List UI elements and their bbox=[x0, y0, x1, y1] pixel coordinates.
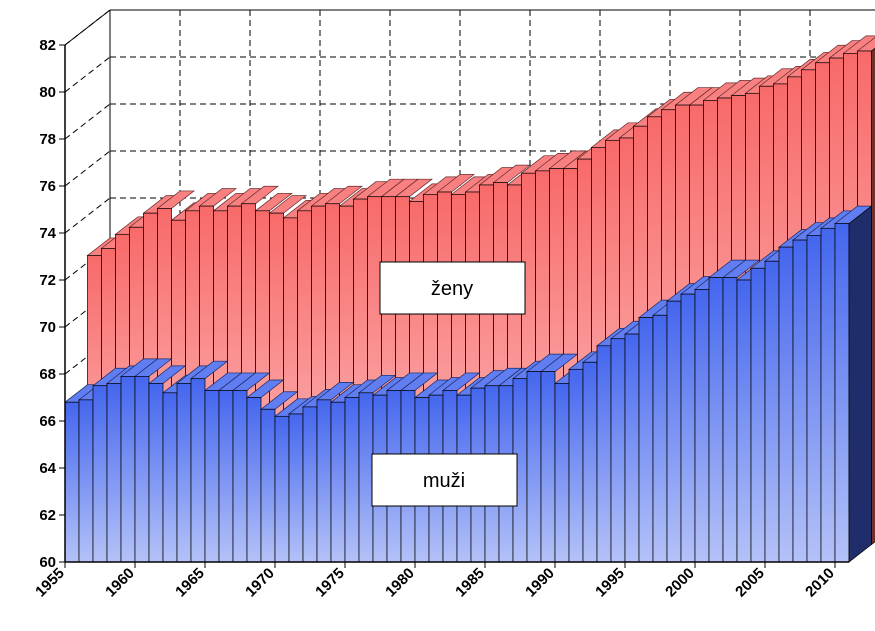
series-label: ženy bbox=[431, 278, 473, 300]
bar bbox=[345, 398, 359, 563]
x-tick-label: 1995 bbox=[592, 565, 628, 601]
y-tick-label: 66 bbox=[39, 413, 56, 430]
bar bbox=[639, 318, 653, 562]
bar bbox=[233, 390, 247, 562]
grid-line bbox=[65, 104, 110, 139]
bar bbox=[191, 379, 205, 562]
bar bbox=[303, 407, 317, 562]
bar bbox=[65, 402, 79, 562]
bar bbox=[751, 268, 765, 562]
bar bbox=[527, 372, 541, 562]
bar bbox=[555, 383, 569, 562]
y-tick-label: 64 bbox=[39, 460, 56, 477]
y-tick-label: 78 bbox=[39, 131, 56, 148]
x-tick-label: 1990 bbox=[522, 565, 558, 601]
bar bbox=[247, 398, 261, 563]
bar bbox=[93, 386, 107, 562]
bar bbox=[793, 240, 807, 562]
bar bbox=[709, 278, 723, 562]
bar bbox=[289, 414, 303, 562]
grid-line bbox=[65, 198, 110, 233]
y-tick-label: 62 bbox=[39, 507, 56, 524]
bar-side bbox=[849, 206, 872, 562]
bar bbox=[219, 390, 233, 562]
bar bbox=[275, 416, 289, 562]
bar-side bbox=[872, 34, 875, 545]
bar bbox=[681, 294, 695, 562]
bar bbox=[541, 372, 555, 562]
bar bbox=[667, 301, 681, 562]
bar bbox=[821, 228, 835, 562]
grid-line bbox=[65, 151, 110, 186]
bar bbox=[779, 247, 793, 562]
bar bbox=[163, 393, 177, 562]
y-tick-label: 80 bbox=[39, 84, 56, 101]
x-tick-label: 1960 bbox=[102, 565, 138, 601]
bar bbox=[653, 315, 667, 562]
x-tick-label: 1970 bbox=[242, 565, 278, 601]
y-tick-label: 70 bbox=[39, 319, 56, 336]
bar bbox=[149, 383, 163, 562]
y-tick-label: 76 bbox=[39, 178, 56, 195]
bar bbox=[261, 409, 275, 562]
bar bbox=[177, 383, 191, 562]
bar bbox=[583, 362, 597, 562]
bar bbox=[625, 334, 639, 562]
bar bbox=[359, 393, 373, 562]
bar bbox=[695, 289, 709, 562]
y-tick-label: 82 bbox=[39, 37, 56, 54]
y-tick-label: 74 bbox=[39, 225, 56, 242]
x-tick-label: 2005 bbox=[732, 565, 768, 601]
bar bbox=[807, 235, 821, 562]
y-tick-label: 72 bbox=[39, 272, 56, 289]
bar bbox=[835, 224, 849, 562]
bar bbox=[597, 346, 611, 562]
bar bbox=[569, 369, 583, 562]
bar bbox=[331, 402, 345, 562]
y-tick-label: 68 bbox=[39, 366, 56, 383]
bar bbox=[205, 390, 219, 562]
x-tick-label: 1965 bbox=[172, 565, 208, 601]
bar bbox=[121, 376, 135, 562]
x-tick-label: 1980 bbox=[382, 565, 418, 601]
x-tick-label: 1955 bbox=[32, 565, 68, 601]
x-tick-label: 2010 bbox=[802, 565, 838, 601]
bar bbox=[135, 376, 149, 562]
bar bbox=[611, 339, 625, 562]
x-tick-label: 1985 bbox=[452, 565, 488, 601]
bar bbox=[79, 400, 93, 562]
bar bbox=[765, 261, 779, 562]
x-tick-label: 2000 bbox=[662, 565, 698, 601]
bar bbox=[107, 383, 121, 562]
side-top bbox=[65, 10, 110, 45]
x-tick-label: 1975 bbox=[312, 565, 348, 601]
series-label: muži bbox=[423, 470, 465, 492]
bar bbox=[737, 280, 751, 562]
bar bbox=[317, 400, 331, 562]
grid-line bbox=[65, 57, 110, 92]
bar bbox=[723, 278, 737, 562]
